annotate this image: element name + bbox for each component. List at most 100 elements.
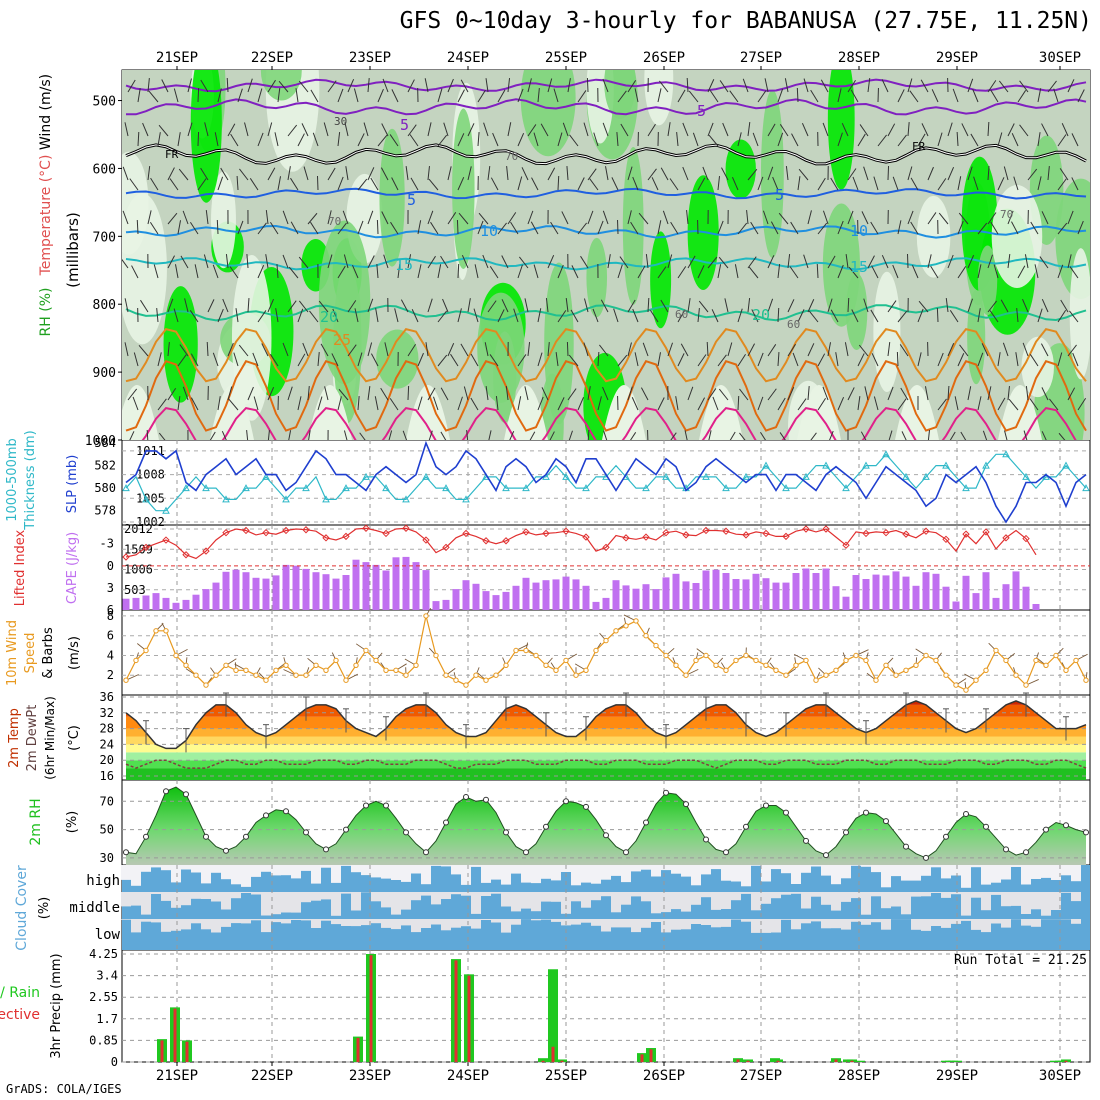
cloud-gap [781, 919, 791, 920]
wind-barb [226, 77, 229, 93]
cape-bar [732, 579, 740, 610]
cloud-gap [781, 865, 791, 874]
precip-conv-bar [356, 1037, 360, 1062]
cloud-gap [341, 865, 351, 866]
wind-barb [298, 256, 309, 269]
contour-label: 30 [334, 115, 347, 128]
precip-legend-total: Total / Rain [0, 985, 40, 1001]
cloud-gap [781, 892, 791, 895]
contour-label: 70 [1000, 208, 1013, 221]
wind-barb [830, 309, 839, 323]
wind-barb [784, 78, 789, 93]
wind-barb [1057, 264, 1064, 279]
wind-barb [657, 220, 662, 235]
wind-barb [381, 123, 389, 137]
wind-barb [737, 222, 748, 235]
wind-barb [917, 352, 922, 367]
day-label-bottom: 23SEP [349, 1068, 391, 1084]
wind-barb [791, 133, 799, 147]
wind-barb [847, 79, 856, 93]
frame-slp [121, 439, 1091, 526]
wind-barb [470, 397, 479, 411]
thickness-tick-label: 584 [94, 436, 116, 450]
cloud-gap [581, 892, 591, 908]
cloud-gap [611, 919, 621, 928]
rh-point [123, 849, 129, 856]
cloud-gap [301, 865, 311, 871]
wind-barb [697, 308, 700, 323]
wind-barb [688, 90, 699, 103]
wind-barb [158, 432, 166, 440]
thickness-tick-label: 580 [94, 481, 116, 495]
cloud-gap [271, 865, 281, 876]
cape-bar [642, 584, 650, 610]
cloud-gap [611, 892, 621, 913]
wind-barb [274, 132, 279, 147]
wind-barb [597, 351, 600, 367]
wind-barb [835, 352, 839, 367]
cloud-gap [641, 865, 651, 870]
wind-barb [212, 264, 219, 279]
wind-barb [667, 342, 674, 357]
wind-speed-point [173, 652, 179, 659]
cloud-gap [801, 892, 811, 909]
wind-barb [204, 122, 209, 137]
wind-barb [450, 353, 459, 367]
cloud-gap [361, 865, 371, 876]
cloud-gap [1041, 865, 1051, 878]
wind-speed-point [573, 672, 579, 678]
wind-barb [282, 342, 289, 357]
wind-barb [297, 396, 302, 411]
wind-barb [602, 386, 609, 401]
li-point [782, 532, 790, 541]
wind-barb [352, 264, 359, 279]
wind-speed-point [813, 677, 819, 683]
wind-barb [778, 212, 789, 225]
wind-barb [861, 211, 869, 225]
wind-barb [748, 266, 759, 279]
y-axis-label: Temperature (°C) [38, 155, 54, 277]
cloud-gap [511, 919, 521, 925]
rh-point [943, 833, 949, 840]
cloud-gap [841, 919, 851, 930]
cloud-gap [951, 919, 961, 924]
wind-barb [556, 440, 558, 454]
wind-barb [1061, 123, 1069, 137]
wind-barb [137, 131, 140, 147]
wind-barb [987, 254, 994, 269]
rh-blob [650, 231, 672, 329]
wind-barb [374, 396, 379, 411]
wind-barb [810, 89, 819, 103]
wind-barb [909, 90, 919, 103]
wind-barb [187, 78, 192, 93]
wind-barb [363, 122, 369, 137]
wind-barb [124, 298, 129, 313]
cloud-gap [911, 892, 921, 897]
cloud-gap [721, 919, 731, 927]
day-label-bottom: 30SEP [1039, 1068, 1081, 1084]
temp-tick-label: 32 [100, 706, 114, 720]
wind-barb [1034, 264, 1039, 279]
cloud-gap [581, 865, 591, 883]
wind-barb [557, 264, 564, 279]
wind-barb [347, 78, 355, 93]
wind-speed-point [723, 667, 729, 673]
cloud-gap [121, 919, 131, 920]
li-point [762, 529, 770, 538]
y-axis-label: 1000-500mb [5, 438, 20, 522]
wind-barb [1039, 256, 1049, 269]
wind-barb [888, 430, 893, 440]
wind-speed-point [703, 652, 709, 659]
wind-barb [377, 88, 384, 103]
wind-barb [209, 431, 216, 440]
wind-barb [501, 255, 509, 269]
cloud-gap [281, 865, 291, 876]
cloud-gap [981, 892, 991, 911]
wind-barb [1007, 210, 1014, 225]
li-point [682, 531, 690, 539]
cloud-gap [181, 892, 191, 906]
y-axis-label: 2m DewPt [25, 705, 40, 772]
wind-barb [617, 264, 623, 279]
cape-bar [962, 575, 970, 610]
